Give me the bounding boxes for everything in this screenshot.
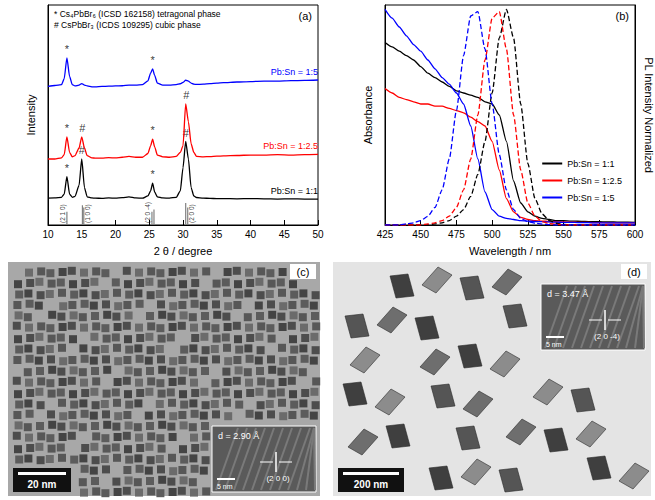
svg-text:500: 500 [484, 229, 501, 240]
svg-text:20 nm: 20 nm [28, 479, 57, 490]
svg-text:d = 3.47 Å: d = 3.47 Å [547, 289, 588, 299]
svg-text:600: 600 [627, 229, 644, 240]
svg-text:#: # [183, 89, 190, 101]
svg-text:*: * [65, 162, 70, 174]
svg-text:Pb:Sn = 1:1: Pb:Sn = 1:1 [271, 186, 318, 196]
svg-text:Pb:Sn = 1:5: Pb:Sn = 1:5 [567, 193, 614, 203]
svg-text:Pb:Sn = 1:2.5: Pb:Sn = 1:2.5 [263, 141, 318, 151]
svg-text:#: # [79, 122, 86, 134]
svg-text:(2 1 0): (2 1 0) [59, 204, 67, 223]
svg-text:475: 475 [448, 229, 465, 240]
svg-text:(c): (c) [297, 266, 310, 278]
svg-text:*: * [150, 168, 155, 180]
svg-text:5 nm: 5 nm [546, 341, 562, 348]
svg-text:Wavelength / nm: Wavelength / nm [469, 245, 551, 257]
svg-text:35: 35 [211, 229, 223, 240]
svg-text:(a): (a) [299, 10, 312, 22]
svg-text:*: * [65, 43, 70, 55]
svg-text:45: 45 [279, 229, 291, 240]
svg-text:525: 525 [520, 229, 537, 240]
svg-text:Pb:Sn = 1:2.5: Pb:Sn = 1:2.5 [567, 176, 622, 186]
svg-text:# CsPbBr₃ (ICDS 109295) cubic: # CsPbBr₃ (ICDS 109295) cubic phase [54, 20, 201, 30]
svg-text:200 nm: 200 nm [354, 479, 389, 490]
svg-text:550: 550 [555, 229, 572, 240]
svg-text:Absorbance: Absorbance [362, 86, 374, 145]
svg-text:20: 20 [110, 229, 122, 240]
svg-text:(b): (b) [616, 10, 629, 22]
svg-text:d = 2.90 Å: d = 2.90 Å [218, 431, 259, 441]
svg-text:15: 15 [76, 229, 88, 240]
svg-text:10: 10 [42, 229, 54, 240]
svg-text:(2 0 -4): (2 0 -4) [144, 202, 152, 223]
svg-text:25: 25 [144, 229, 156, 240]
svg-text:*: * [65, 122, 70, 134]
svg-text:40: 40 [245, 229, 257, 240]
svg-text:425: 425 [377, 229, 394, 240]
svg-text:PL Intensity Normalized: PL Intensity Normalized [643, 57, 655, 173]
svg-text:5 nm: 5 nm [217, 483, 233, 490]
svg-text:575: 575 [591, 229, 608, 240]
svg-text:(1 0 0): (1 0 0) [84, 204, 92, 223]
svg-text:(2 0 0): (2 0 0) [266, 474, 289, 483]
svg-text:*: * [150, 124, 155, 136]
svg-text:*: * [150, 54, 155, 66]
svg-text:Pb:Sn = 1:5: Pb:Sn = 1:5 [271, 67, 318, 77]
svg-text:2 θ / degree: 2 θ / degree [154, 245, 213, 257]
svg-text:* Cs₄PbBr₆ (ICSD 162158) tetra: * Cs₄PbBr₆ (ICSD 162158) tetragonal phas… [54, 9, 221, 19]
svg-text:50: 50 [312, 229, 324, 240]
svg-text:Pb:Sn = 1:1: Pb:Sn = 1:1 [567, 159, 614, 169]
svg-text:(d): (d) [627, 266, 640, 278]
svg-text:30: 30 [177, 229, 189, 240]
svg-text:450: 450 [412, 229, 429, 240]
svg-text:(2 0 0): (2 0 0) [188, 204, 196, 223]
svg-text:(2 0 -4): (2 0 -4) [594, 332, 620, 341]
svg-text:Intensity: Intensity [25, 94, 37, 135]
